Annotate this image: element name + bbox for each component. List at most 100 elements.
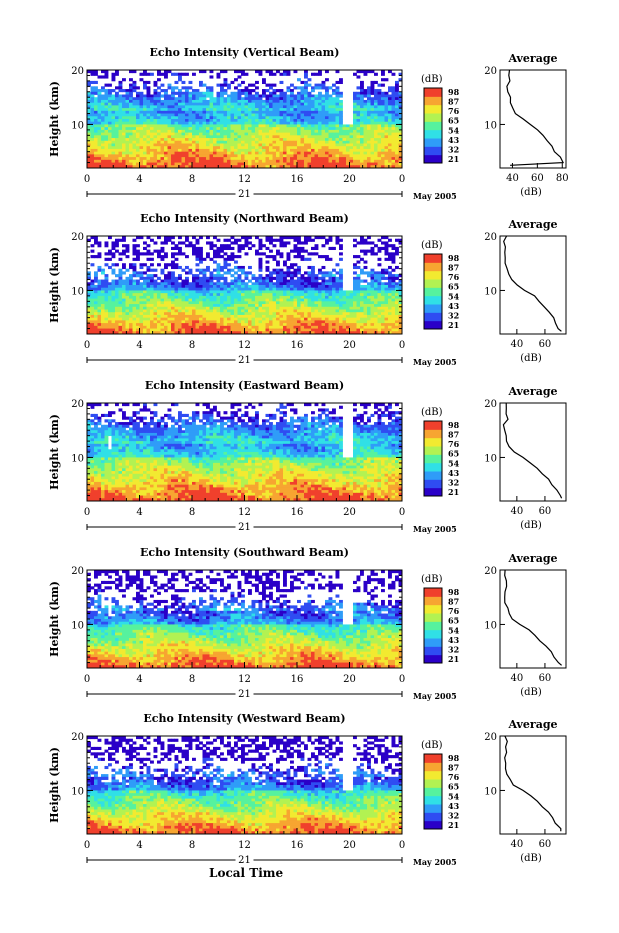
heatmap-cell (98, 315, 102, 318)
heatmap-cell (171, 133, 175, 136)
heatmap-cell (283, 122, 287, 125)
heatmap-cell (395, 135, 399, 138)
heatmap-cell (322, 141, 326, 144)
heatmap-cell (220, 89, 224, 92)
heatmap-cell (297, 315, 301, 318)
heatmap-cell (140, 152, 144, 155)
heatmap-cell (189, 108, 193, 111)
heatmap-cell (385, 95, 389, 98)
heatmap-cell (385, 114, 389, 117)
heatmap-cell (322, 95, 326, 98)
heatmap-cell (301, 241, 305, 244)
heatmap-cell (203, 323, 207, 326)
heatmap-cell (388, 244, 392, 247)
heatmap-cell (262, 304, 266, 307)
heatmap-cell (192, 108, 196, 111)
heatmap-cell (385, 241, 389, 244)
heatmap-cell (388, 114, 392, 117)
heatmap-cell (231, 255, 235, 258)
heatmap-cell (143, 323, 147, 326)
heatmap-cell (343, 146, 347, 149)
heatmap-cell (178, 133, 182, 136)
heatmap-cell (357, 261, 361, 264)
heatmap-cell (185, 157, 189, 160)
heatmap-cell (94, 274, 98, 277)
heatmap-cell (150, 326, 154, 329)
heatmap-cell (385, 318, 389, 321)
heatmap-cell (210, 149, 214, 152)
heatmap-cell (343, 301, 347, 304)
heatmap-cell (164, 130, 168, 133)
heatmap-cell (213, 152, 217, 155)
heatmap-cell (98, 144, 102, 147)
heatmap-cell (133, 266, 137, 269)
heatmap-cell (287, 141, 291, 144)
heatmap-cell (178, 241, 182, 244)
x-tick-label: 8 (189, 174, 195, 185)
heatmap-cell (178, 92, 182, 95)
heatmap-cell (269, 301, 273, 304)
heatmap-cell (248, 280, 252, 283)
heatmap-cell (161, 152, 165, 155)
heatmap-cell (150, 144, 154, 147)
heatmap-cell (364, 124, 368, 127)
heatmap-cell (147, 86, 151, 89)
heatmap-cell (112, 152, 116, 155)
heatmap-cell (259, 133, 263, 136)
heatmap-cell (234, 78, 238, 81)
heatmap-cell (248, 97, 252, 100)
heatmap-cell (143, 127, 147, 130)
heatmap-cell (290, 154, 294, 157)
heatmap-cell (262, 130, 266, 133)
heatmap-cell (266, 247, 270, 250)
heatmap-cell (374, 323, 378, 326)
heatmap-cell (308, 95, 312, 98)
heatmap-cell (140, 312, 144, 315)
heatmap-cell (178, 293, 182, 296)
heatmap-cell (129, 95, 133, 98)
heatmap-cell (360, 130, 364, 133)
heatmap-cell (392, 285, 396, 288)
heatmap-cell (101, 89, 105, 92)
heatmap-cell (262, 135, 266, 138)
heatmap-cell (371, 312, 375, 315)
heatmap-cell (283, 263, 287, 266)
heatmap-cell (311, 105, 315, 108)
heatmap-cell (245, 277, 249, 280)
heatmap-cell (301, 280, 305, 283)
heatmap-cell (301, 274, 305, 277)
heatmap-cell (126, 244, 130, 247)
heatmap-cell (231, 111, 235, 114)
heatmap-cell (192, 326, 196, 329)
heatmap-cell (98, 320, 102, 323)
heatmap-cell (129, 149, 133, 152)
heatmap-cell (220, 307, 224, 310)
heatmap-cell (119, 318, 123, 321)
heatmap-cell (245, 152, 249, 155)
heatmap-cell (287, 323, 291, 326)
heatmap-cell (374, 282, 378, 285)
heatmap-cell (101, 105, 105, 108)
heatmap-cell (227, 100, 231, 103)
heatmap-cell (371, 163, 375, 166)
heatmap-cell (189, 288, 193, 291)
heatmap-cell (154, 320, 158, 323)
heatmap-cell (105, 326, 109, 329)
heatmap-cell (168, 100, 172, 103)
heatmap-cell (129, 307, 133, 310)
heatmap-cell (308, 122, 312, 125)
heatmap-cell (147, 274, 151, 277)
heatmap-cell (178, 315, 182, 318)
heatmap-cell (276, 301, 280, 304)
heatmap-cell (367, 146, 371, 149)
heatmap-cell (220, 315, 224, 318)
heatmap-cell (168, 157, 172, 160)
heatmap-cell (91, 127, 95, 130)
heatmap-cell (241, 141, 245, 144)
heatmap-cell (171, 318, 175, 321)
heatmap-cell (217, 250, 221, 253)
heatmap-cell (336, 116, 340, 119)
heatmap-cell (122, 127, 126, 130)
heatmap-cell (185, 304, 189, 307)
heatmap-cell (213, 144, 217, 147)
